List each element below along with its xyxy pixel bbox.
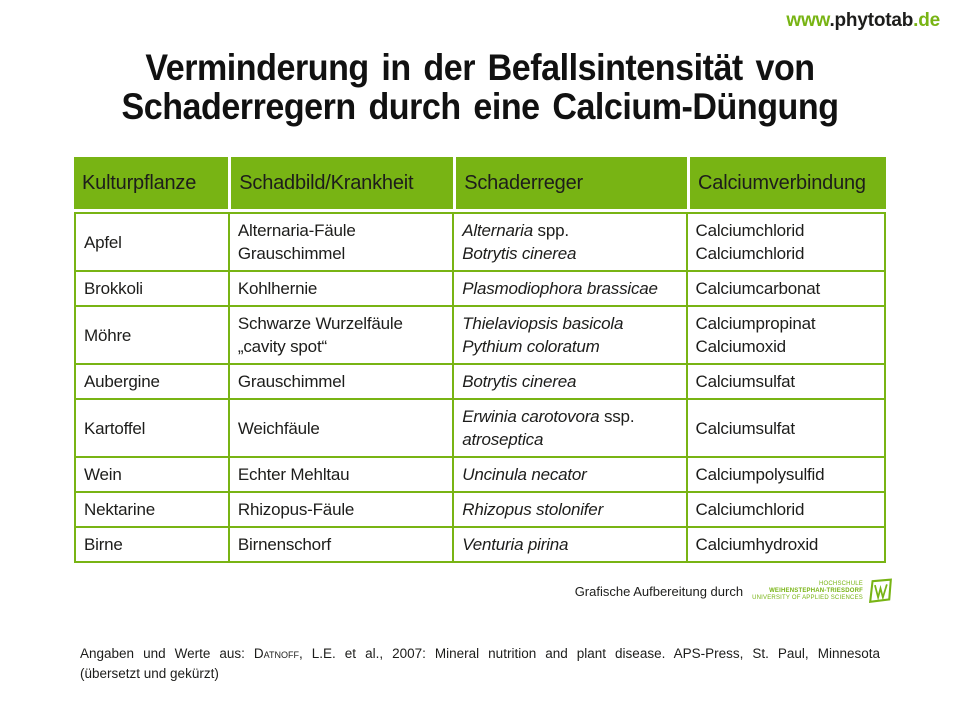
table-cell: Thielaviopsis basicola Pythium coloratum bbox=[452, 305, 688, 365]
table-cell: Rhizopus stolonifer bbox=[452, 491, 688, 528]
table-row: Apfel Alternaria-Fäule Grauschimmel Alterna… bbox=[74, 212, 887, 272]
header-cell-1: Kulturpflanze bbox=[74, 157, 229, 209]
header-cell-3: Schaderreger bbox=[453, 157, 688, 209]
calcium-disease-table: Kulturpflanze Schadbild/Krankheit Schaderr… bbox=[74, 157, 887, 563]
table-cell: Erwinia carotovora ssp. atroseptica bbox=[452, 398, 688, 458]
hswt-logo: HOCHSCHULE WEIHENSTEPHAN-TRIESDORF UNIVE… bbox=[752, 577, 894, 606]
table-row: Kartoffel Weichfäule Erwinia carotovora ss… bbox=[74, 398, 887, 458]
citation-line2: (übersetzt und gekürzt) bbox=[80, 666, 219, 681]
attribution: Grafische Aufbereitung durch HOCHSCHULE … bbox=[575, 577, 894, 606]
table-cell: Calciumpolysulfid bbox=[685, 456, 887, 493]
table-cell: Calciumpropinat Calciumoxid bbox=[685, 305, 887, 365]
hswt-line3: UNIVERSITY OF APPLIED SCIENCES bbox=[752, 595, 863, 601]
brand-www: www bbox=[786, 10, 830, 31]
header-cell-2: Schadbild/Krankheit bbox=[228, 157, 454, 209]
table-row: Wein Echter Mehltau Uncinula necator Calciu… bbox=[74, 456, 887, 493]
table-cell: Kartoffel bbox=[74, 398, 230, 458]
table-cell: Venturia pirina bbox=[452, 526, 688, 563]
hswt-w-emblem-icon bbox=[869, 578, 892, 604]
table-row: Brokkoli Kohlhernie Plasmodiophora brassic… bbox=[74, 270, 887, 307]
table-cell: Echter Mehltau bbox=[227, 456, 455, 493]
table-cell: Grauschimmel bbox=[227, 363, 455, 400]
table-cell: Schwarze Wurzelfäule „cavity spot“ bbox=[227, 305, 455, 365]
citation-prefix: Angaben und Werte aus: bbox=[80, 646, 254, 661]
table-cell: Alternaria spp. Botrytis cinerea bbox=[452, 212, 688, 272]
table-cell: Aubergine bbox=[74, 363, 230, 400]
table-cell: Möhre bbox=[74, 305, 230, 365]
citation: Angaben und Werte aus: Datnoff, L.E. et … bbox=[80, 644, 880, 684]
table-cell: Wein bbox=[74, 456, 230, 493]
phytotab-logo: www.phytotab.de bbox=[786, 10, 940, 32]
citation-rest: , L.E. et al., 2007: Mineral nutrition a… bbox=[299, 646, 880, 661]
hswt-logo-text: HOCHSCHULE WEIHENSTEPHAN-TRIESDORF UNIVE… bbox=[752, 581, 863, 602]
table-cell: Weichfäule bbox=[227, 398, 455, 458]
table-cell: Nektarine bbox=[74, 491, 230, 528]
table-cell: Calciumsulfat bbox=[685, 363, 887, 400]
slide-title-line1: Verminderung in der Befallsintensität vo… bbox=[145, 47, 815, 88]
brand-de: .de bbox=[913, 10, 940, 31]
table-header-row: Kulturpflanze Schadbild/Krankheit Schaderr… bbox=[74, 157, 886, 209]
table-cell: Calciumchlorid bbox=[685, 491, 887, 528]
citation-author: Datnoff bbox=[253, 646, 299, 661]
table-cell: Birnenschorf bbox=[227, 526, 455, 563]
slide-title-line2: Schaderregern durch eine Calcium-Düngung bbox=[121, 86, 839, 127]
header-cell-4: Calciumverbindung bbox=[687, 157, 886, 209]
table-cell: Calciumcarbonat bbox=[685, 270, 887, 307]
table-cell: Rhizopus-Fäule bbox=[227, 491, 455, 528]
table-cell: Alternaria-Fäule Grauschimmel bbox=[227, 212, 455, 272]
table-row: Möhre Schwarze Wurzelfäule „cavity spot“ Th… bbox=[74, 305, 887, 365]
table-cell: Botrytis cinerea bbox=[452, 363, 688, 400]
slide-title: Verminderung in der Befallsintensität vo… bbox=[0, 48, 960, 126]
brand-phytotab: .phytotab bbox=[829, 10, 914, 31]
table-cell: Brokkoli bbox=[74, 270, 230, 307]
table-row: Aubergine Grauschimmel Botrytis cinerea Cal… bbox=[74, 363, 887, 400]
hswt-line2: WEIHENSTEPHAN-TRIESDORF bbox=[769, 588, 863, 594]
table-cell: Calciumchlorid Calciumchlorid bbox=[685, 212, 887, 272]
table-cell: Kohlhernie bbox=[227, 270, 455, 307]
citation-line1: Angaben und Werte aus: Datnoff, L.E. et … bbox=[80, 644, 880, 664]
attribution-label: Grafische Aufbereitung durch bbox=[574, 584, 744, 599]
hswt-line1: HOCHSCHULE bbox=[818, 581, 863, 587]
table-body: Apfel Alternaria-Fäule Grauschimmel Alterna… bbox=[74, 212, 887, 563]
table-cell: Plasmodiophora brassicae bbox=[452, 270, 688, 307]
table-cell: Calciumhydroxid bbox=[685, 526, 887, 563]
table-row: Birne Birnenschorf Venturia pirina Calciumh… bbox=[74, 526, 887, 563]
table-row: Nektarine Rhizopus-Fäule Rhizopus stolonif… bbox=[74, 491, 887, 528]
table-cell: Calciumsulfat bbox=[685, 398, 887, 458]
table-cell: Apfel bbox=[74, 212, 230, 272]
table-cell: Birne bbox=[74, 526, 230, 563]
table-cell: Uncinula necator bbox=[452, 456, 688, 493]
